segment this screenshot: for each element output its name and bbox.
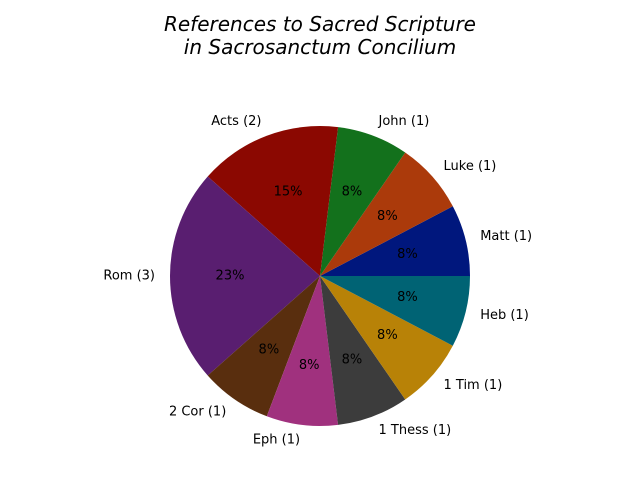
pie-slice-percent-7: 8% xyxy=(342,353,363,368)
pie-slice-percent-6: 8% xyxy=(299,358,320,373)
pie-slice-5 xyxy=(207,276,320,417)
pie-slice-label-5: 2 Cor (1) xyxy=(169,404,226,419)
pie-slice-percent-3: 15% xyxy=(274,184,303,199)
pie-slice-label-4: Rom (3) xyxy=(103,269,155,284)
pie-slice-4 xyxy=(169,176,320,376)
pie-slice-0 xyxy=(320,206,470,276)
chart-title-line-1: References to Sacred Scripture xyxy=(164,12,476,36)
pie-labels: Matt (1) Luke (1) John (1) Acts (2) Rom (3) 2… xyxy=(103,114,532,447)
pie-slices xyxy=(169,125,470,427)
pie-slice-percent-0: 8% xyxy=(397,247,418,262)
pie-slice-8 xyxy=(320,276,453,400)
pie-slice-label-1: Luke (1) xyxy=(444,159,497,174)
pie-slice-percent-9: 8% xyxy=(397,290,418,305)
pie-slice-2 xyxy=(320,127,406,276)
pie-percent-labels: 8% 8% 8% 15% 23% 8% 8% 8% 8% 8% xyxy=(216,184,418,372)
pie-slice-7 xyxy=(320,276,406,425)
pie-slice-label-6: Eph (1) xyxy=(253,432,300,447)
pie-slice-percent-2: 8% xyxy=(342,184,363,199)
pie-slice-label-3: Acts (2) xyxy=(211,114,261,129)
chart-title-line-2: in Sacrosanctum Concilium xyxy=(184,35,456,59)
pie-slice-3 xyxy=(207,125,339,276)
pie-slice-1 xyxy=(320,152,453,276)
pie-slice-percent-8: 8% xyxy=(377,328,398,343)
pie-slice-label-0: Matt (1) xyxy=(480,229,532,244)
pie-slice-9 xyxy=(320,276,470,346)
pie-slice-6 xyxy=(266,276,339,427)
pie-slice-percent-4: 23% xyxy=(216,269,245,284)
pie-slice-percent-5: 8% xyxy=(259,343,280,358)
pie-slice-label-7: 1 Thess (1) xyxy=(379,423,452,438)
pie-slice-label-2: John (1) xyxy=(378,114,430,129)
pie-slice-percent-1: 8% xyxy=(377,209,398,224)
pie-slice-label-8: 1 Tim (1) xyxy=(444,378,503,393)
pie-slice-label-9: Heb (1) xyxy=(480,308,529,323)
